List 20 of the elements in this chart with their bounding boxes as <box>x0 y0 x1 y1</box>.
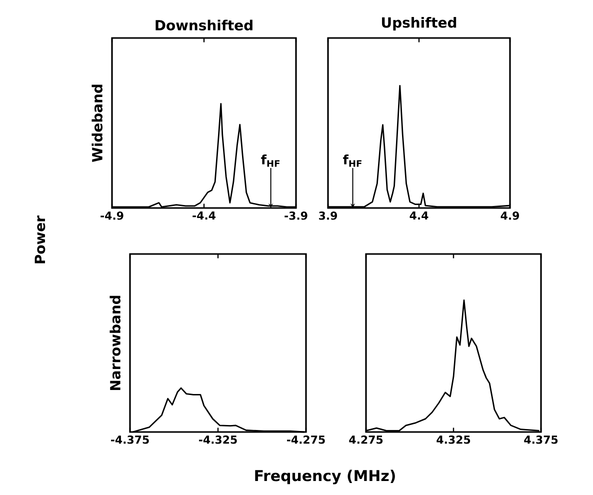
x-tick-label: -4.275 <box>286 436 325 444</box>
x-tick-label: -4.9 <box>100 212 124 220</box>
x-axis-title: Frequency (MHz) <box>255 470 395 484</box>
x-tick-label: 3.9 <box>319 212 338 220</box>
x-tick-label: 4.9 <box>500 212 520 220</box>
chart-title: Downshifted <box>156 20 252 30</box>
y-axis-title: Wideband <box>92 84 103 162</box>
x-tick-label: 4.4 <box>410 212 428 220</box>
x-tick-label: 4.325 <box>436 436 470 444</box>
x-tick-label: -4.325 <box>198 436 237 444</box>
x-tick-label: -4.4 <box>192 212 216 220</box>
chart-title: Upshifted <box>382 16 456 30</box>
annotation: f$_{HF}$ <box>261 154 280 167</box>
x-tick-label: 4.375 <box>524 436 558 444</box>
text: Power <box>34 216 46 264</box>
y-axis-title: Narrowband <box>110 296 121 390</box>
x-tick-label: 4.275 <box>349 436 383 444</box>
annotation: f$_{HF}$ <box>343 154 362 167</box>
x-tick-label: -3.9 <box>284 212 308 220</box>
x-tick-label: -4.375 <box>110 436 149 444</box>
